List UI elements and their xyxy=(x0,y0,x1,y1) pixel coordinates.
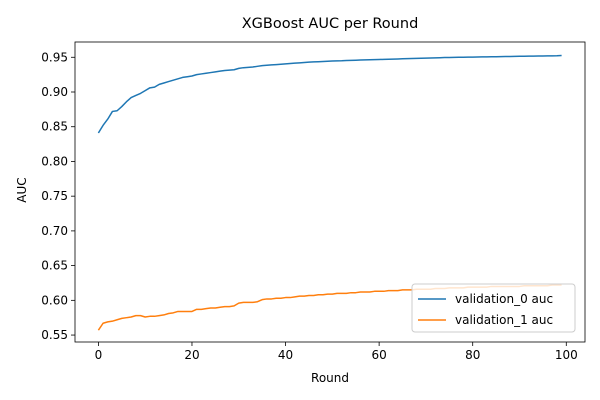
axes-frame xyxy=(74,41,586,343)
y-tick-label: 0.85 xyxy=(41,120,68,134)
legend: validation_0 auc validation_1 auc xyxy=(411,283,576,333)
y-tick-label: 0.95 xyxy=(41,50,68,64)
y-tick-label: 0.75 xyxy=(41,189,68,203)
x-tick-label: 80 xyxy=(465,348,480,362)
x-tick-label: 0 xyxy=(95,348,103,362)
x-tick-label: 40 xyxy=(278,348,293,362)
x-axis-label: Round xyxy=(311,371,349,385)
x-tick-label: 20 xyxy=(184,348,199,362)
y-tick-label: 0.60 xyxy=(41,293,68,307)
y-tick-label: 0.55 xyxy=(41,328,68,342)
y-tick-label: 0.65 xyxy=(41,259,68,273)
chart-title: XGBoost AUC per Round xyxy=(242,16,419,32)
legend-label-0: validation_0 auc xyxy=(455,292,553,306)
x-tick-label: 60 xyxy=(371,348,386,362)
legend-box xyxy=(411,283,576,333)
legend-label-1: validation_1 auc xyxy=(455,313,553,327)
y-tick-label: 0.80 xyxy=(41,154,68,168)
axes-layer: 0 20 40 60 80 100 0.55 0.60 0.65 0.70 0.75 0.80 0.85… xyxy=(41,41,586,362)
y-axis-label: AUC xyxy=(15,177,29,202)
x-tick-label: 100 xyxy=(555,348,578,362)
y-tick-label: 0.70 xyxy=(41,224,68,238)
series-line-0 xyxy=(97,54,562,134)
y-tick-label: 0.90 xyxy=(41,85,68,99)
